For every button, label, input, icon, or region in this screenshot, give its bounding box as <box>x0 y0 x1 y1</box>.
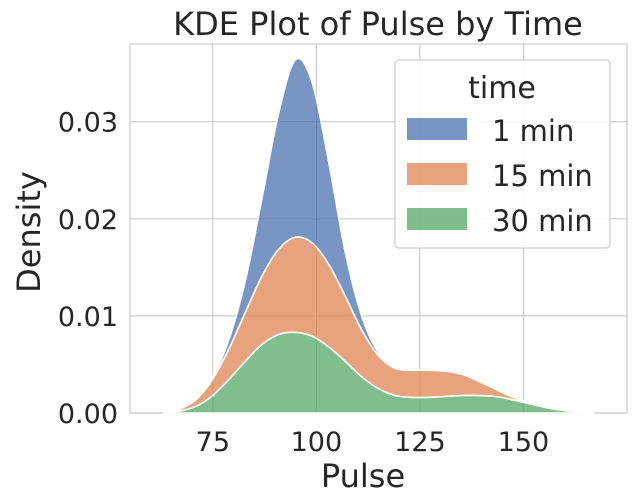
legend: time 1 min 15 min 30 min <box>394 59 611 249</box>
density-areas <box>162 57 594 414</box>
y-axis-title: Density <box>10 171 48 293</box>
legend-items: 1 min 15 min 30 min <box>407 114 593 238</box>
x-tick-label-1: 100 <box>291 427 343 458</box>
legend-frame <box>394 59 611 249</box>
x-axis-title: Pulse <box>321 457 405 495</box>
y-tick-label-2: 0.02 <box>58 205 118 236</box>
legend-label-0: 1 min <box>492 114 574 148</box>
legend-swatch-2 <box>407 208 467 230</box>
legend-label-1: 15 min <box>492 159 593 193</box>
chart-title: KDE Plot of Pulse by Time <box>173 5 583 43</box>
legend-title: time <box>468 71 536 106</box>
legend-label-2: 30 min <box>492 204 593 238</box>
tick-labels: 75 100 125 150 0.00 0.01 0.02 0.03 <box>58 108 549 458</box>
x-tick-label-3: 150 <box>498 427 550 458</box>
y-tick-label-3: 0.03 <box>58 108 118 139</box>
y-tick-label-0: 0.00 <box>58 399 118 430</box>
legend-swatch-0 <box>407 118 467 140</box>
x-tick-label-2: 125 <box>394 427 446 458</box>
area-series-2 <box>163 331 594 414</box>
legend-swatch-1 <box>407 163 467 185</box>
x-tick-label-0: 75 <box>196 427 230 458</box>
y-tick-label-1: 0.01 <box>58 302 118 333</box>
